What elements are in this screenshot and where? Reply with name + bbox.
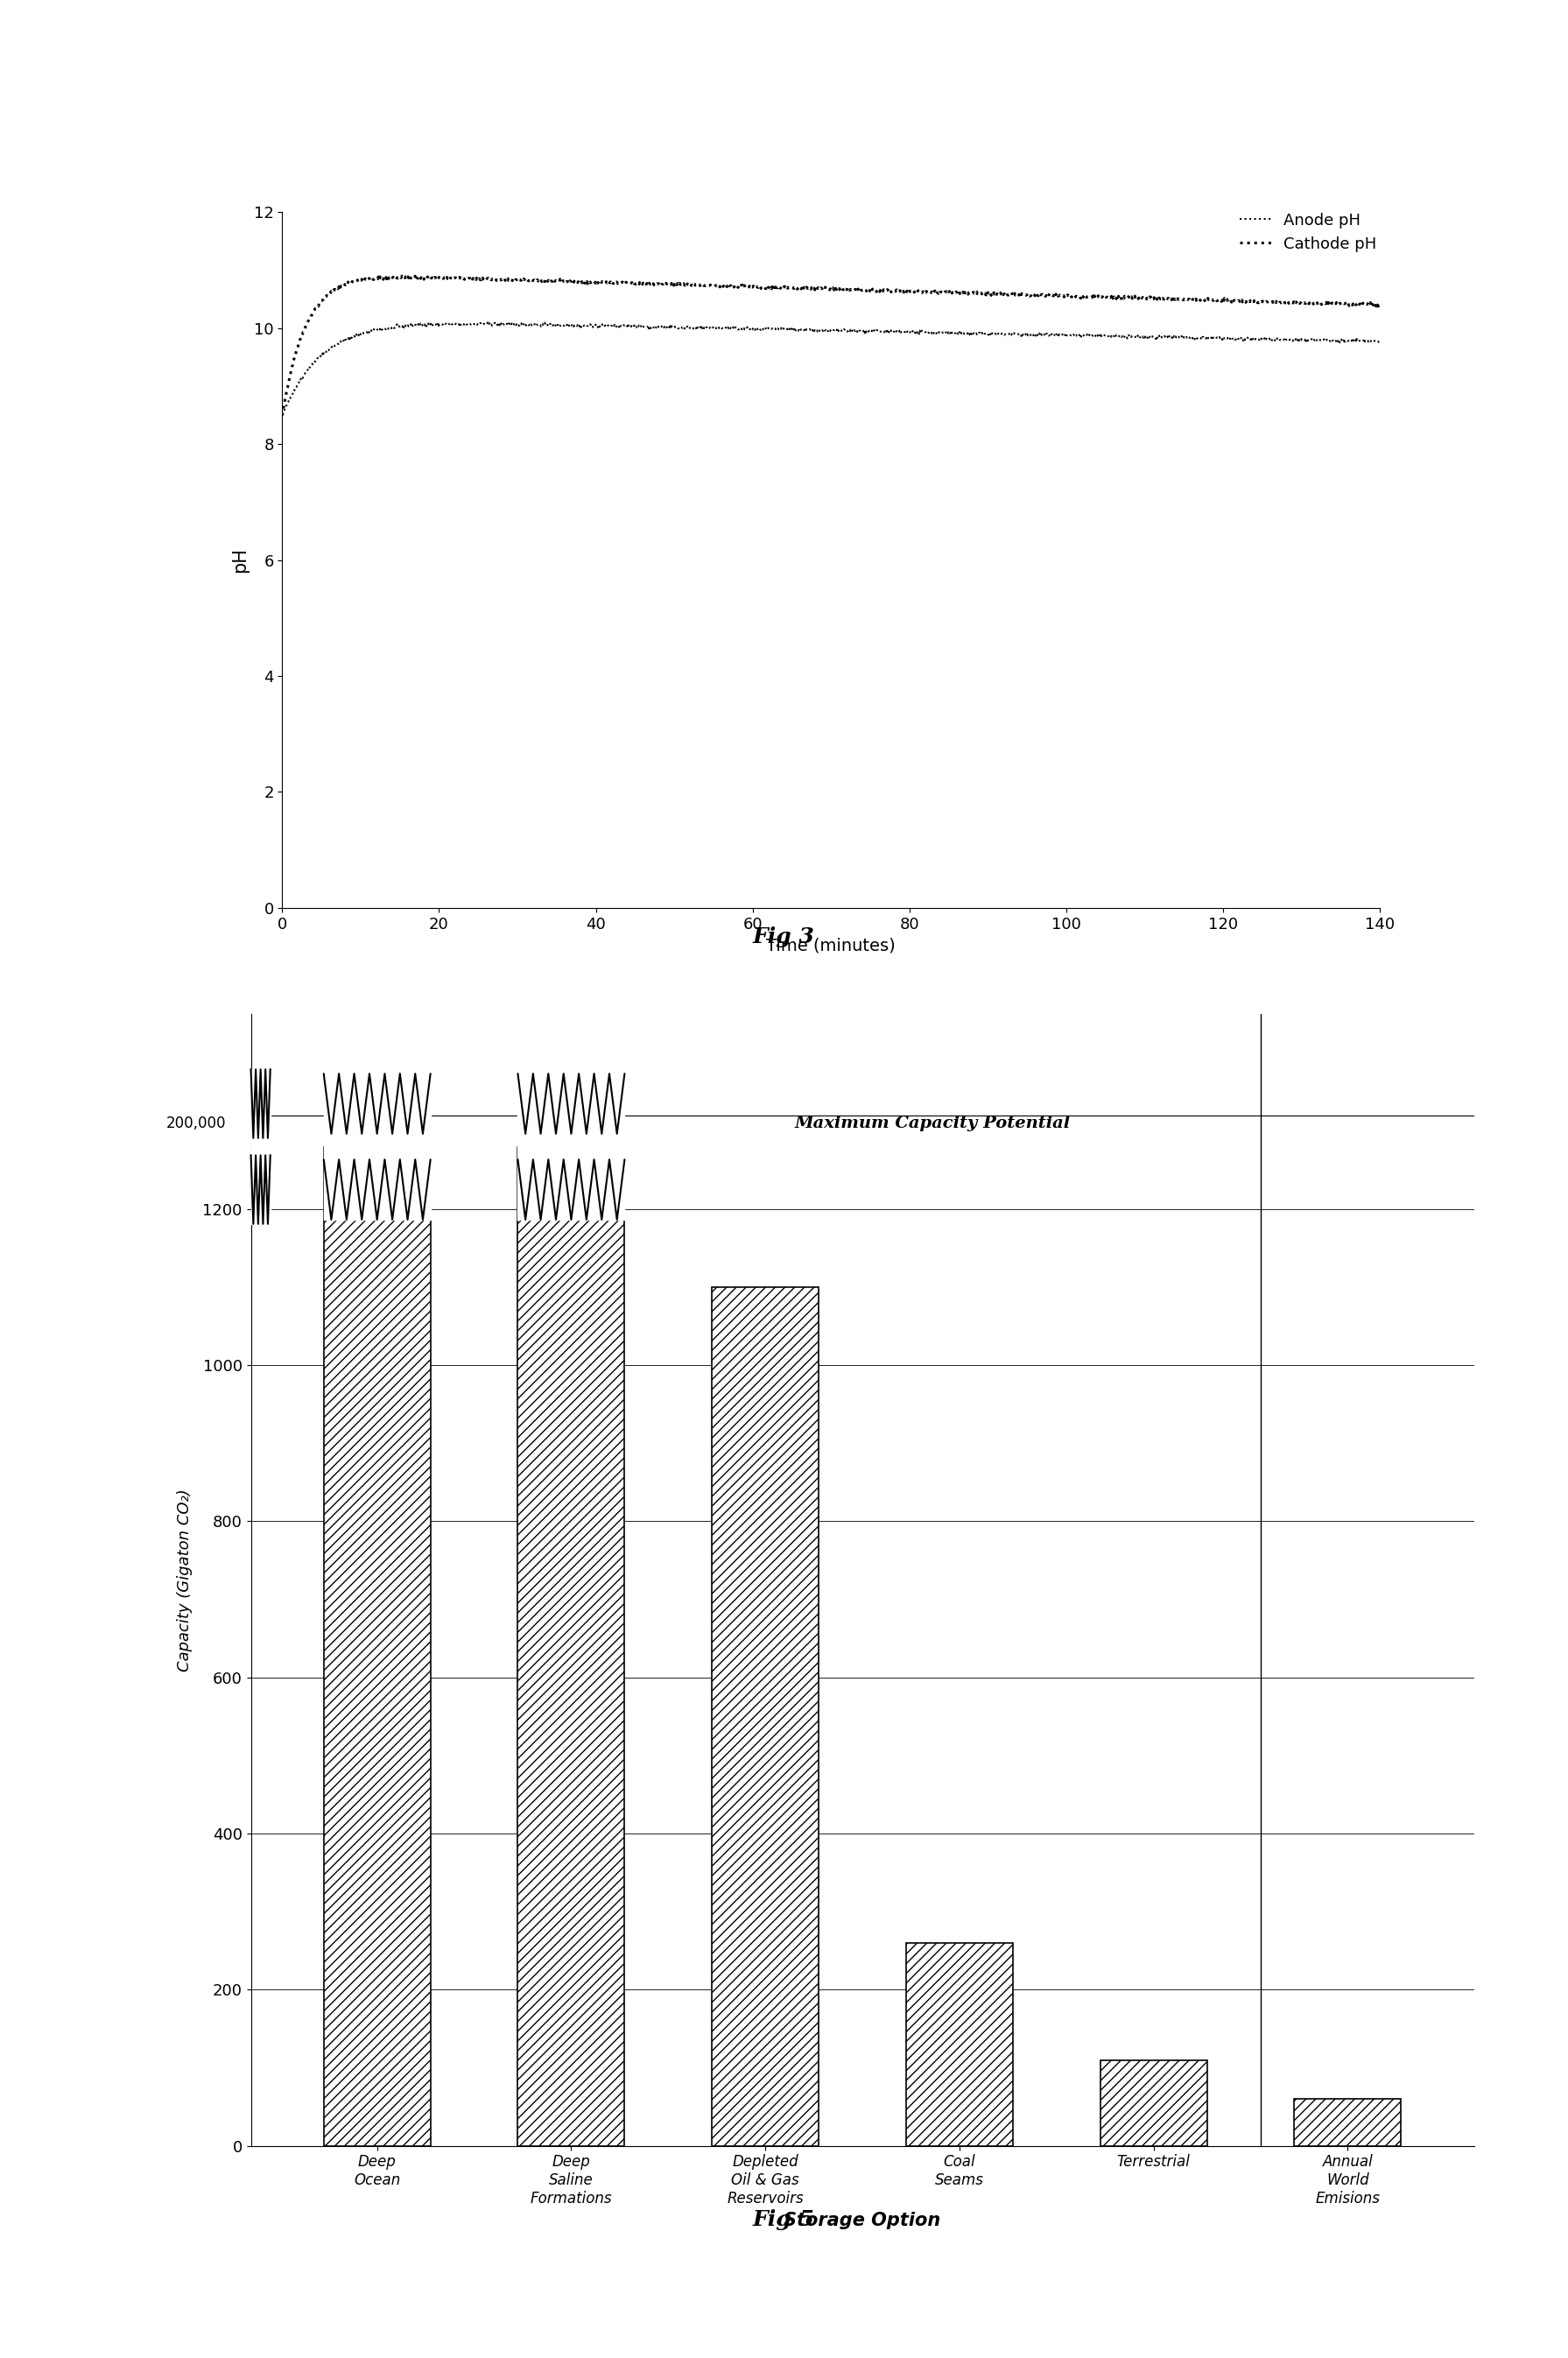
Anode pH <box>1339 325 1358 354</box>
Bar <box>906 1943 1013 2146</box>
Cathode pH <box>1370 290 1389 318</box>
Anode pH <box>1339 328 1358 356</box>
Cathode pH <box>1138 283 1157 311</box>
Bar <box>323 1146 431 2146</box>
Line: Cathode pH: Cathode pH <box>282 276 1380 415</box>
Y-axis label: pH: pH <box>232 547 249 573</box>
Cathode pH <box>1339 290 1358 318</box>
Bar <box>1294 2099 1402 2146</box>
Bar <box>1101 2061 1207 2146</box>
Anode pH <box>329 330 348 358</box>
Cathode pH <box>273 401 292 429</box>
Y-axis label: Capacity (Gigaton CO₂): Capacity (Gigaton CO₂) <box>177 1488 193 1672</box>
Text: 200,000: 200,000 <box>166 1115 226 1132</box>
Bar <box>712 1287 818 2146</box>
Cathode pH <box>441 262 459 290</box>
Anode pH <box>808 316 826 344</box>
Text: Fig 5: Fig 5 <box>753 2209 815 2231</box>
Text: Fig 3: Fig 3 <box>753 927 815 948</box>
Anode pH <box>1370 328 1389 356</box>
Anode pH <box>778 314 797 342</box>
Bar <box>517 1146 624 2146</box>
Anode pH <box>273 401 292 429</box>
X-axis label: Storage Option: Storage Option <box>784 2212 941 2228</box>
Anode pH <box>480 309 499 337</box>
Text: Maximum Capacity Potential: Maximum Capacity Potential <box>795 1115 1071 1132</box>
Cathode pH <box>808 274 826 302</box>
Cathode pH <box>329 274 348 302</box>
Line: Anode pH: Anode pH <box>282 323 1380 415</box>
Cathode pH <box>778 274 797 302</box>
Anode pH <box>1138 323 1157 351</box>
Cathode pH <box>1339 290 1358 318</box>
Legend: Anode pH, Cathode pH: Anode pH, Cathode pH <box>1232 205 1383 259</box>
X-axis label: Time (minutes): Time (minutes) <box>767 936 895 953</box>
